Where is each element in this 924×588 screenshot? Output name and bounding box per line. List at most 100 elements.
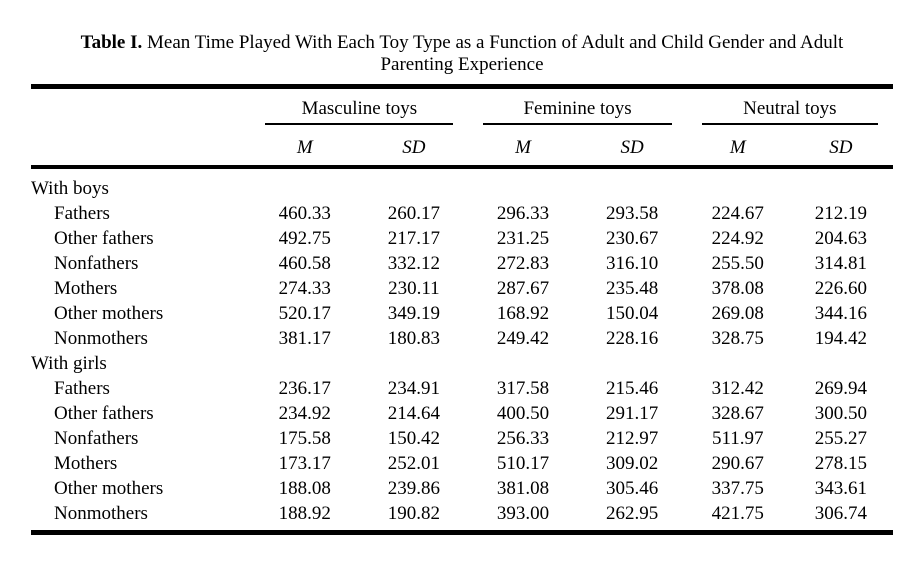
stat-header-row: M SD M SD M SD xyxy=(31,125,893,169)
section-header: With girls xyxy=(31,353,107,374)
cell-value: 349.19 xyxy=(387,303,441,324)
cell-value: 228.16 xyxy=(606,328,659,349)
cell-value: 400.50 xyxy=(496,403,550,424)
cell-value: 269.94 xyxy=(814,378,868,399)
table-row: Fathers 460.33 260.17 296.33 293.58 224.… xyxy=(31,200,893,225)
row-label: Fathers xyxy=(54,378,110,399)
table-row: Nonfathers 460.58 332.12 272.83 316.10 2… xyxy=(31,250,893,275)
cell-value: 421.75 xyxy=(711,503,764,524)
cell-value: 328.75 xyxy=(711,328,764,349)
cell-value: 188.92 xyxy=(278,503,331,524)
stat-header-sd: SD xyxy=(788,125,893,169)
cell-value: 314.81 xyxy=(814,253,868,274)
stats-table: Masculine toys Feminine toys Neutral toy… xyxy=(31,84,893,535)
section-header: With boys xyxy=(31,178,109,199)
row-label: Other mothers xyxy=(54,303,164,324)
table-row: Mothers 173.17 252.01 510.17 309.02 290.… xyxy=(31,450,893,475)
cell-value: 393.00 xyxy=(496,503,550,524)
cell-value: 194.42 xyxy=(814,328,868,349)
cell-value: 381.08 xyxy=(496,478,550,499)
cell-value: 274.33 xyxy=(278,278,331,299)
row-label: Other fathers xyxy=(54,403,154,424)
column-group-feminine: Feminine toys xyxy=(468,87,686,125)
cell-value: 190.82 xyxy=(387,503,441,524)
cell-value: 188.08 xyxy=(278,478,331,499)
empty-corner-cell xyxy=(31,87,250,126)
cell-value: 296.33 xyxy=(496,203,550,224)
cell-value: 300.50 xyxy=(814,403,868,424)
cell-value: 492.75 xyxy=(278,228,331,249)
cell-value: 236.17 xyxy=(278,378,331,399)
column-group-header-row: Masculine toys Feminine toys Neutral toy… xyxy=(31,87,893,126)
cell-value: 224.92 xyxy=(711,228,764,249)
row-label: Nonfathers xyxy=(54,253,139,274)
cell-value: 332.12 xyxy=(387,253,441,274)
stat-header-m: M xyxy=(468,125,578,169)
cell-value: 255.50 xyxy=(711,253,764,274)
column-group-neutral: Neutral toys xyxy=(687,87,893,125)
table-row: Nonfathers 175.58 150.42 256.33 212.97 5… xyxy=(31,425,893,450)
cell-value: 317.58 xyxy=(496,378,550,399)
cell-value: 249.42 xyxy=(496,328,550,349)
cell-value: 520.17 xyxy=(278,303,331,324)
cell-value: 278.15 xyxy=(814,453,868,474)
cell-value: 217.17 xyxy=(387,228,441,249)
cell-value: 260.17 xyxy=(387,203,441,224)
cell-value: 224.67 xyxy=(711,203,764,224)
cell-value: 312.42 xyxy=(711,378,764,399)
row-label: Nonfathers xyxy=(54,428,139,449)
cell-value: 460.58 xyxy=(278,253,331,274)
stat-header-m: M xyxy=(686,125,789,169)
empty-corner-cell xyxy=(31,125,251,169)
cell-value: 180.83 xyxy=(387,328,441,349)
row-label: Nonmothers xyxy=(54,503,148,524)
cell-value: 337.75 xyxy=(711,478,764,499)
cell-value: 230.11 xyxy=(388,278,440,299)
table-row: Other fathers 492.75 217.17 231.25 230.6… xyxy=(31,225,893,250)
cell-value: 343.61 xyxy=(814,478,868,499)
cell-value: 306.74 xyxy=(814,503,868,524)
cell-value: 150.04 xyxy=(606,303,659,324)
cell-value: 256.33 xyxy=(496,428,550,449)
cell-value: 214.64 xyxy=(387,403,441,424)
cell-value: 316.10 xyxy=(606,253,659,274)
cell-value: 212.97 xyxy=(606,428,659,449)
table-row: Nonmothers 188.92 190.82 393.00 262.95 4… xyxy=(31,500,893,533)
cell-value: 511.97 xyxy=(711,428,764,449)
cell-value: 204.63 xyxy=(814,228,868,249)
cell-value: 230.67 xyxy=(606,228,659,249)
table-row: Other mothers 520.17 349.19 168.92 150.0… xyxy=(31,300,893,325)
cell-value: 226.60 xyxy=(814,278,868,299)
row-label: Mothers xyxy=(54,278,118,299)
cell-value: 309.02 xyxy=(606,453,659,474)
stat-header-sd: SD xyxy=(577,125,687,169)
cell-value: 215.46 xyxy=(606,378,659,399)
cell-value: 510.17 xyxy=(496,453,550,474)
table-row: Nonmothers 381.17 180.83 249.42 228.16 3… xyxy=(31,325,893,350)
cell-value: 235.48 xyxy=(606,278,659,299)
section-header-row: With boys xyxy=(31,167,893,200)
cell-value: 255.27 xyxy=(814,428,868,449)
cell-value: 150.42 xyxy=(387,428,441,449)
column-group-masculine: Masculine toys xyxy=(250,87,468,125)
cell-value: 168.92 xyxy=(496,303,550,324)
cell-value: 460.33 xyxy=(278,203,331,224)
stat-header-sd: SD xyxy=(359,125,469,169)
cell-value: 175.58 xyxy=(278,428,331,449)
cell-value: 287.67 xyxy=(496,278,550,299)
table-row: Other mothers 188.08 239.86 381.08 305.4… xyxy=(31,475,893,500)
cell-value: 381.17 xyxy=(278,328,331,349)
table-number-label: Table I. xyxy=(80,32,143,53)
column-group-label: Feminine toys xyxy=(483,98,672,125)
table-title: Table I. Mean Time Played With Each Toy … xyxy=(31,32,893,76)
cell-value: 173.17 xyxy=(278,453,331,474)
row-label: Fathers xyxy=(54,203,110,224)
section-header-row: With girls xyxy=(31,350,893,375)
cell-value: 269.08 xyxy=(711,303,764,324)
cell-value: 212.19 xyxy=(814,203,868,224)
table-title-text: Mean Time Played With Each Toy Type as a… xyxy=(147,32,844,53)
cell-value: 378.08 xyxy=(711,278,764,299)
cell-value: 272.83 xyxy=(496,253,550,274)
cell-value: 239.86 xyxy=(387,478,441,499)
